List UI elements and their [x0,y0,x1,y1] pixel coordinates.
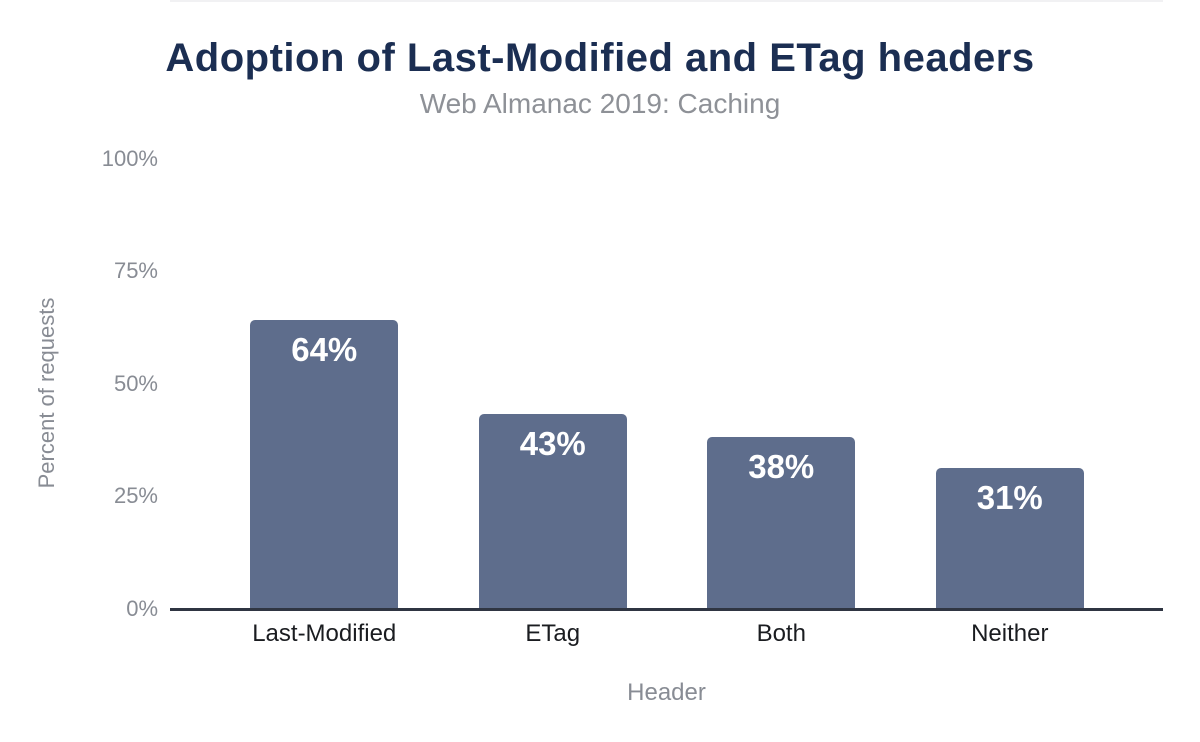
gridline-25 [170,0,1163,2]
bar-slot: 43% ETag [439,158,668,647]
y-tick-50: 50% [113,371,158,396]
y-tick-100: 100% [101,146,158,171]
y-tick-75: 75% [113,258,158,283]
bar-slot: 31% Neither [896,158,1125,647]
bar-value-label: 31% [976,479,1043,516]
category-label: ETag [525,620,581,647]
bar: 31% [935,468,1084,608]
bars: 64% Last-Modified 43% ETag 38% Both 31% … [210,158,1125,647]
x-axis-title: Header [627,679,706,706]
x-axis-baseline [170,608,1163,611]
chart-title: Adoption of Last-Modified and ETag heade… [165,36,1035,80]
y-tick-0: 0% [126,596,158,621]
bar-slot: 38% Both [667,158,896,647]
category-label: Both [756,620,806,647]
bar-slot: 64% Last-Modified [210,158,439,647]
y-axis-ticks: 100% 75% 50% 25% 0% [60,0,158,742]
bar-value-label: 64% [291,331,358,368]
y-axis-title: Percent of requests [34,297,59,489]
chart-subtitle: Web Almanac 2019: Caching [419,88,781,119]
category-label: Neither [971,620,1049,647]
y-tick-25: 25% [113,483,158,508]
bar: 43% [478,414,627,608]
category-label: Last-Modified [252,620,397,647]
bar: 38% [707,437,856,608]
bar-value-label: 38% [748,448,815,485]
bar-value-label: 43% [519,425,586,462]
bar: 64% [250,320,399,608]
